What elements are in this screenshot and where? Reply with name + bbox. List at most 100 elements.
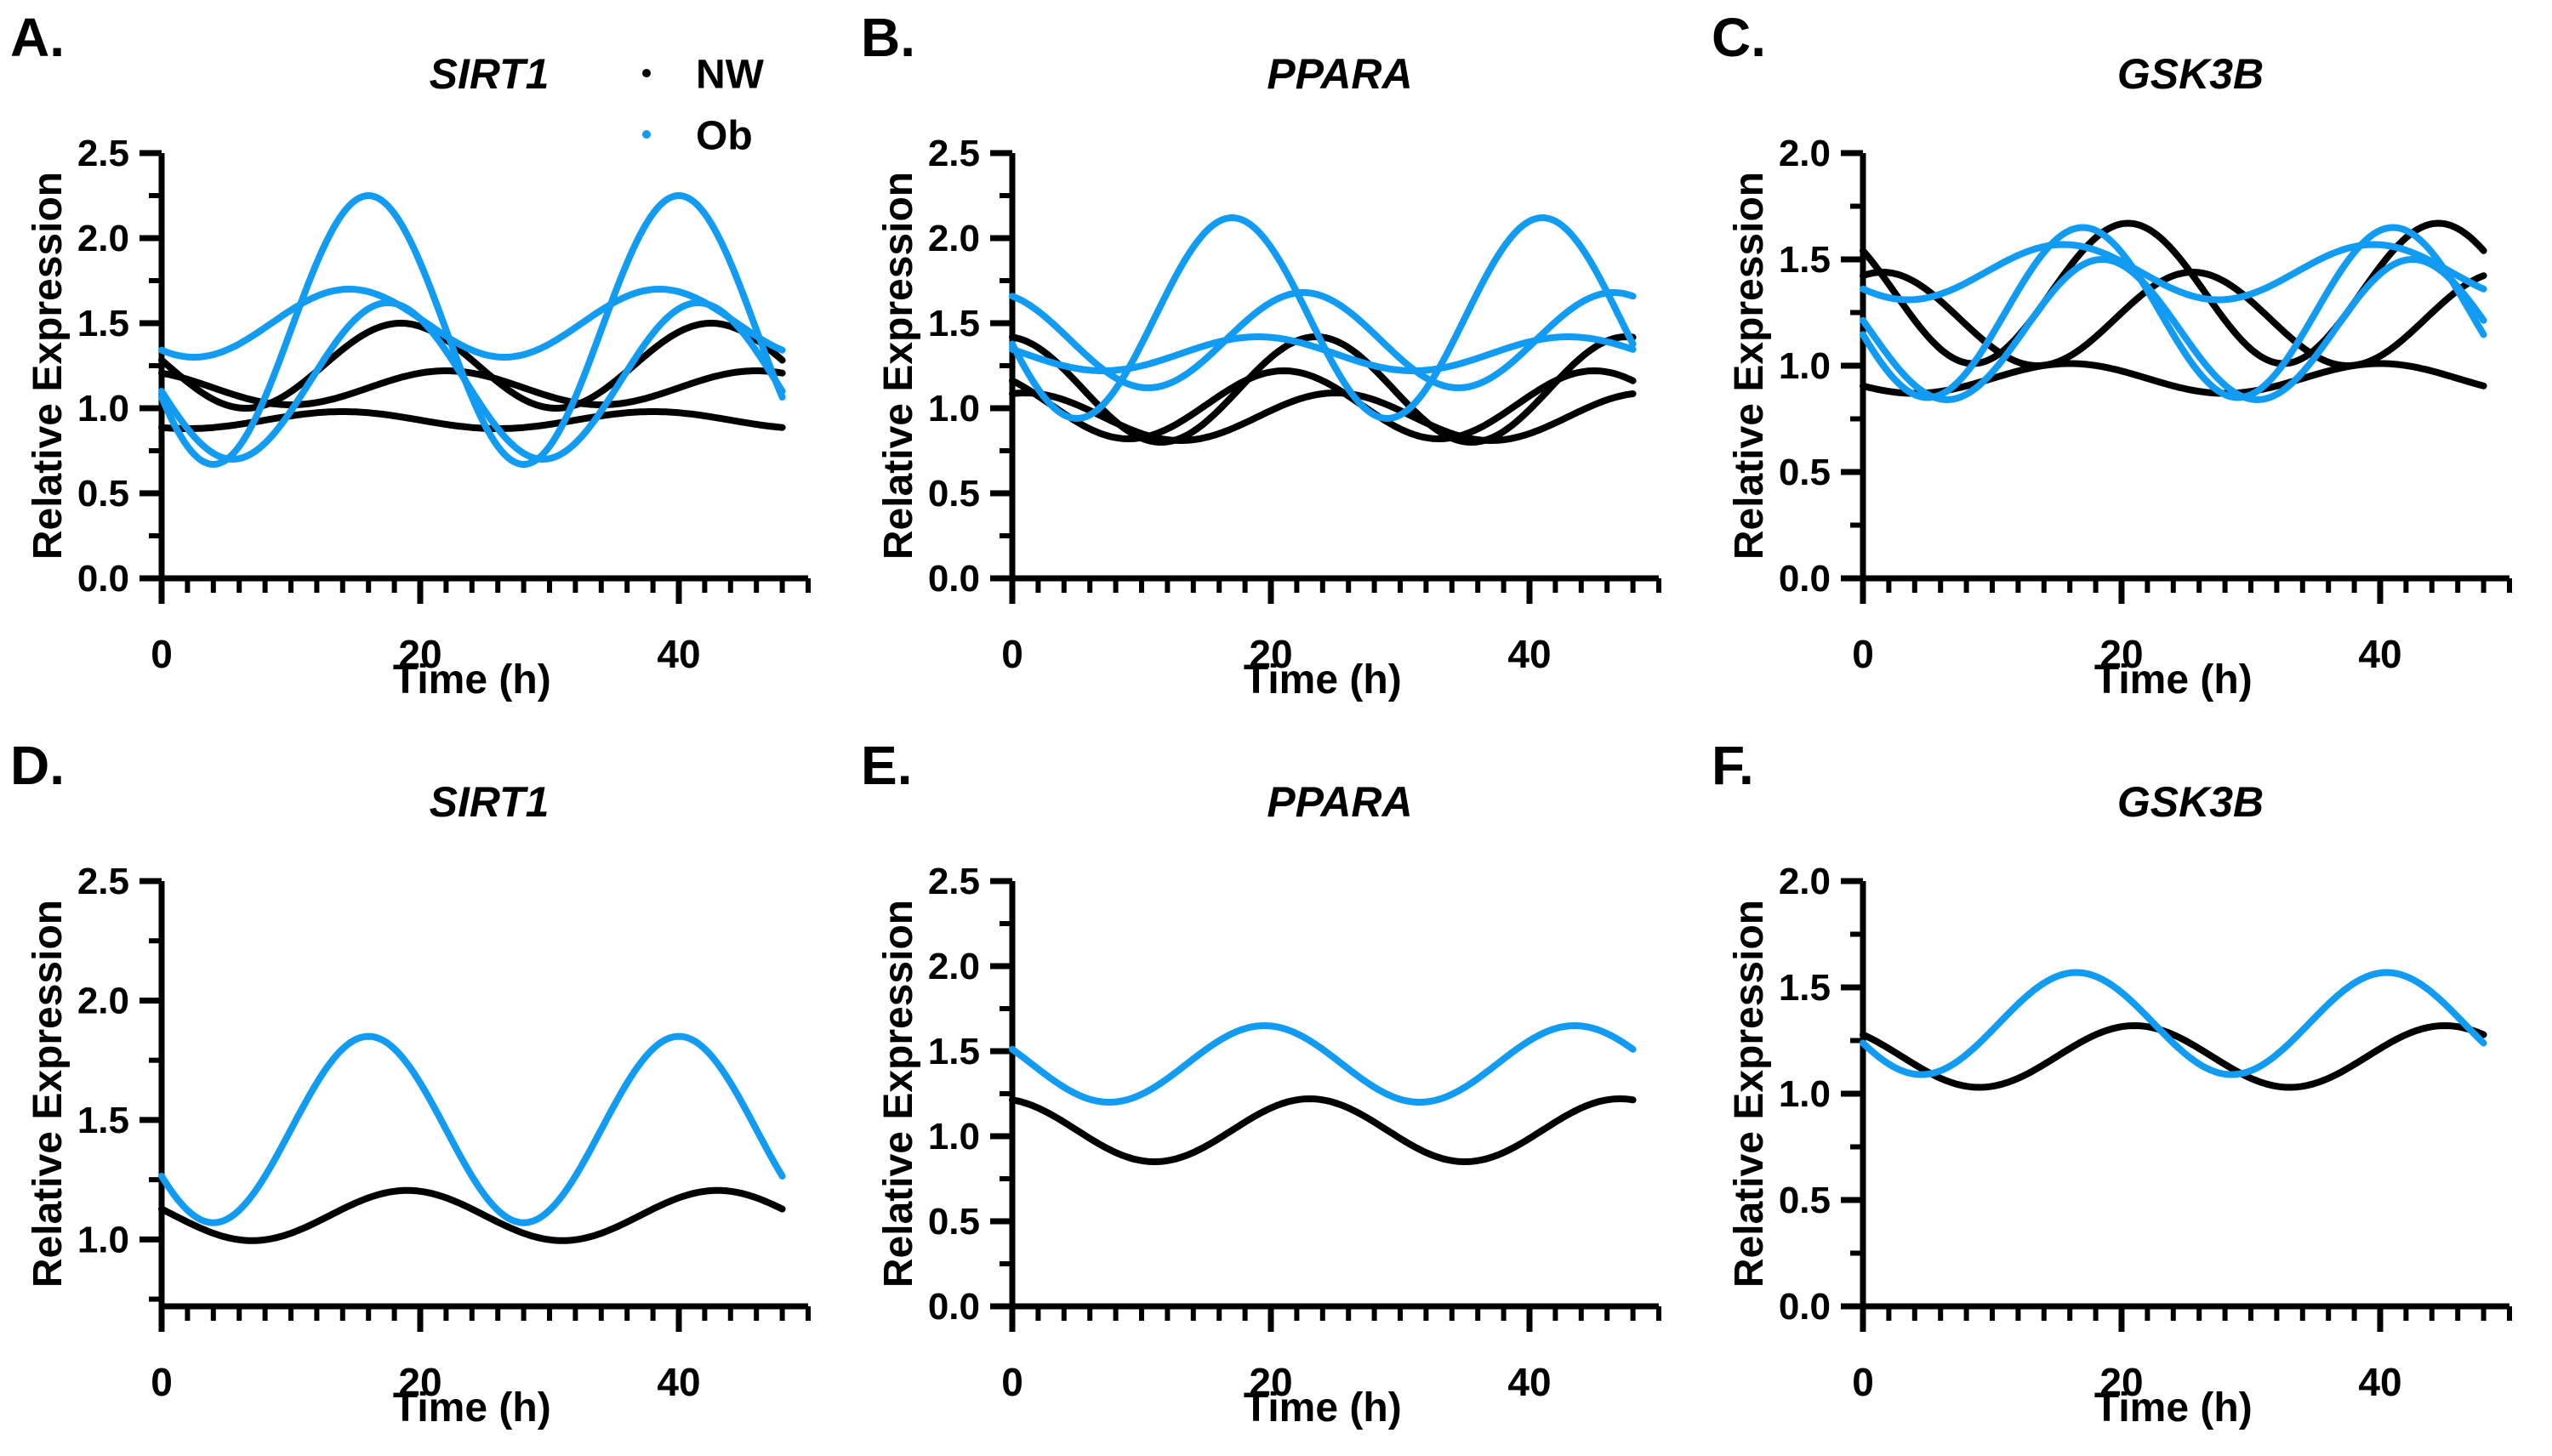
curve-nw-3 [1009, 390, 1637, 444]
y-axis-label: Relative Expression [26, 900, 71, 1288]
x-axis-label: Time (h) [1244, 1385, 1402, 1430]
curve-nw-1 [1009, 1095, 1637, 1165]
y-tick-label: 2.0 [1779, 861, 1831, 902]
panel-letter: E. [861, 735, 912, 796]
y-tick-label: 1.0 [928, 1116, 980, 1157]
y-axis-label: Relative Expression [1727, 172, 1772, 560]
curve-ob-2 [158, 1032, 786, 1226]
x-tick-label: 20 [2099, 1360, 2143, 1404]
y-axis-label: Relative Expression [876, 172, 921, 560]
x-tick-label: 40 [1507, 1360, 1551, 1404]
curve-nw-2 [1009, 367, 1637, 442]
x-tick-label: 40 [657, 632, 700, 676]
x-axis-label: Time (h) [2094, 1385, 2253, 1430]
curve-nw-3 [1860, 360, 2487, 397]
panel-title: PPARA [1267, 778, 1412, 826]
x-tick-label: 20 [398, 632, 441, 676]
y-tick-label: 0.5 [928, 1201, 980, 1243]
x-axis-label: Time (h) [1244, 657, 1402, 702]
y-axis-label: Relative Expression [26, 172, 71, 560]
x-tick-label: 40 [1507, 632, 1551, 676]
y-tick-label: 2.0 [77, 218, 129, 259]
y-tick-label: 0.5 [1779, 1180, 1831, 1221]
x-tick-label: 0 [1852, 1360, 1874, 1404]
curve-ob-6 [1009, 333, 1637, 374]
y-tick-label: 0.0 [77, 558, 129, 600]
panel-title: PPARA [1267, 50, 1412, 98]
y-tick-label: 2.0 [928, 946, 980, 987]
y-tick-label: 0.0 [1779, 1286, 1831, 1328]
x-tick-label: 40 [2358, 1360, 2401, 1404]
panel-letter: F. [1712, 735, 1754, 796]
panel-title: SIRT1 [430, 50, 550, 98]
curve-ob-2 [1009, 1022, 1637, 1106]
y-tick-label: 0.0 [928, 558, 980, 600]
x-axis-label: Time (h) [393, 1385, 551, 1430]
curve-nw-1 [158, 1186, 786, 1244]
x-tick-label: 0 [1001, 632, 1023, 676]
y-tick-label: 0.0 [928, 1286, 980, 1328]
y-tick-label: 1.5 [1779, 239, 1831, 281]
curve-ob-2 [1860, 969, 2487, 1078]
y-tick-label: 2.0 [77, 980, 129, 1021]
curve-ob-5 [1009, 289, 1637, 391]
x-tick-label: 0 [151, 1360, 173, 1404]
panel-d: D. SIRT1 Relative Expression 1.0 1.5 2.0 2.5 0 2… [10, 735, 811, 1430]
x-tick-label: 20 [398, 1360, 441, 1404]
y-tick-label: 1.5 [1779, 967, 1831, 1009]
panel-letter: D. [10, 735, 65, 796]
x-tick-label: 20 [2099, 632, 2143, 676]
y-tick-label: 1.5 [928, 1031, 980, 1072]
x-tick-label: 20 [1249, 632, 1292, 676]
y-tick-label: 1.0 [928, 388, 980, 429]
legend-marker-nw-dot-icon [642, 69, 651, 77]
panel-letter: A. [10, 7, 65, 68]
legend-marker-ob-dot-icon [642, 130, 651, 139]
x-tick-label: 20 [1249, 1360, 1292, 1404]
x-tick-label: 40 [657, 1360, 700, 1404]
x-axis-label: Time (h) [393, 657, 551, 702]
curve-ob-4 [1009, 214, 1637, 422]
curve-ob-5 [158, 286, 786, 361]
curve-ob-4 [1860, 241, 2487, 304]
y-tick-label: 0.5 [928, 473, 980, 515]
y-axis-label: Relative Expression [876, 900, 921, 1288]
x-tick-label: 0 [151, 632, 173, 676]
curve-nw-3 [158, 408, 786, 432]
y-tick-label: 1.5 [77, 1100, 129, 1141]
legend-label-nw: NW [696, 52, 765, 97]
y-tick-label: 1.0 [1779, 1073, 1831, 1115]
y-tick-label: 2.5 [928, 861, 980, 902]
y-tick-label: 0.0 [1779, 558, 1831, 600]
x-tick-label: 40 [2358, 632, 2401, 676]
y-tick-label: 0.5 [1779, 452, 1831, 493]
y-tick-label: 1.0 [77, 388, 129, 429]
panel-title: GSK3B [2117, 50, 2264, 98]
legend-label-ob: Ob [696, 113, 753, 158]
y-tick-label: 1.5 [928, 303, 980, 344]
x-tick-label: 0 [1852, 632, 1874, 676]
y-tick-label: 0.5 [77, 473, 129, 515]
curve-nw-1 [1860, 219, 2487, 367]
y-tick-label: 1.0 [77, 1219, 129, 1260]
y-tick-label: 1.0 [1779, 345, 1831, 387]
y-tick-label: 2.5 [77, 861, 129, 902]
curve-ob-6 [158, 299, 786, 463]
x-tick-label: 0 [1001, 1360, 1023, 1404]
y-tick-label: 2.0 [928, 218, 980, 259]
y-tick-label: 1.5 [77, 303, 129, 344]
curve-ob-6 [1860, 256, 2487, 403]
curve-nw-1 [1860, 1022, 2487, 1091]
legend: NW Ob [642, 52, 765, 158]
panel-letter: B. [861, 7, 915, 68]
y-tick-label: 2.5 [928, 133, 980, 174]
panel-title: SIRT1 [430, 778, 550, 826]
